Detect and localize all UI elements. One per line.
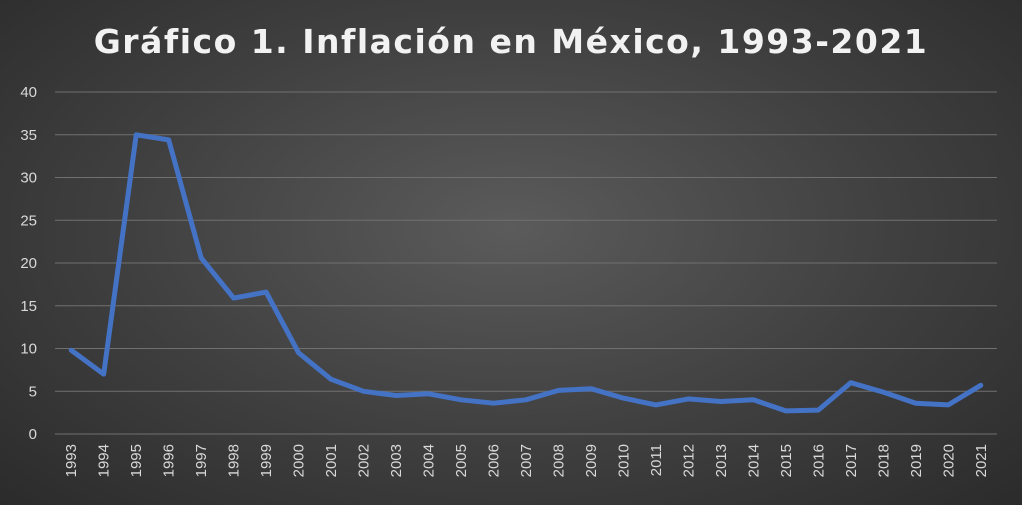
x-tick-label: 2014: [745, 444, 762, 477]
x-tick-label: 2010: [615, 444, 632, 477]
y-tick-label: 0: [29, 426, 37, 443]
x-tick-label: 2011: [648, 444, 665, 476]
x-tick-label: 1999: [258, 444, 275, 477]
y-tick-label: 25: [20, 212, 37, 229]
series-line: [68, 132, 984, 414]
series-layer: [68, 132, 984, 414]
chart-title: Gráfico 1. Inflación en México, 1993-202…: [93, 22, 929, 61]
x-tick-label: 2007: [518, 444, 535, 477]
x-tick-label: 2004: [421, 444, 438, 477]
x-tick-label: 2012: [680, 444, 697, 477]
x-tick-label: 1998: [226, 444, 243, 477]
x-tick-label: 1993: [63, 444, 80, 477]
x-tick-label: 2000: [291, 444, 308, 477]
grid-lines: [55, 91, 997, 435]
x-tick-label: 1996: [161, 444, 178, 477]
x-tick-label: 2020: [940, 444, 957, 477]
x-tick-label: 2015: [778, 444, 795, 477]
y-tick-label: 10: [20, 341, 37, 358]
y-tick-label: 40: [20, 84, 37, 101]
x-tick-label: 2021: [973, 444, 990, 477]
x-tick-label: 2001: [323, 444, 340, 477]
x-tick-label: 2016: [810, 444, 827, 477]
x-axis-ticks: 1993 1994 1995 1996 1997 1998 1999 2000 2001 2002…: [63, 444, 990, 477]
x-tick-label: 1997: [193, 444, 210, 477]
y-tick-label: 35: [20, 127, 37, 144]
x-tick-label: 2008: [550, 444, 567, 477]
y-tick-label: 30: [20, 170, 37, 187]
x-tick-label: 2009: [583, 444, 600, 477]
x-tick-label: 2017: [843, 444, 860, 477]
y-tick-label: 20: [20, 255, 37, 272]
x-tick-label: 1995: [128, 444, 145, 477]
y-tick-label: 15: [20, 298, 37, 315]
y-tick-label: 5: [29, 383, 37, 400]
x-tick-label: 1994: [96, 444, 113, 477]
x-tick-label: 2005: [453, 444, 470, 477]
x-tick-label: 2006: [486, 444, 503, 477]
x-tick-label: 2018: [875, 444, 892, 477]
x-tick-label: 2013: [713, 444, 730, 477]
x-tick-label: 2019: [908, 444, 925, 477]
x-tick-label: 2003: [388, 444, 405, 477]
x-tick-label: 2002: [356, 444, 373, 477]
y-axis-ticks: 0 5 10 15 20 25 30 35 40: [20, 84, 37, 443]
